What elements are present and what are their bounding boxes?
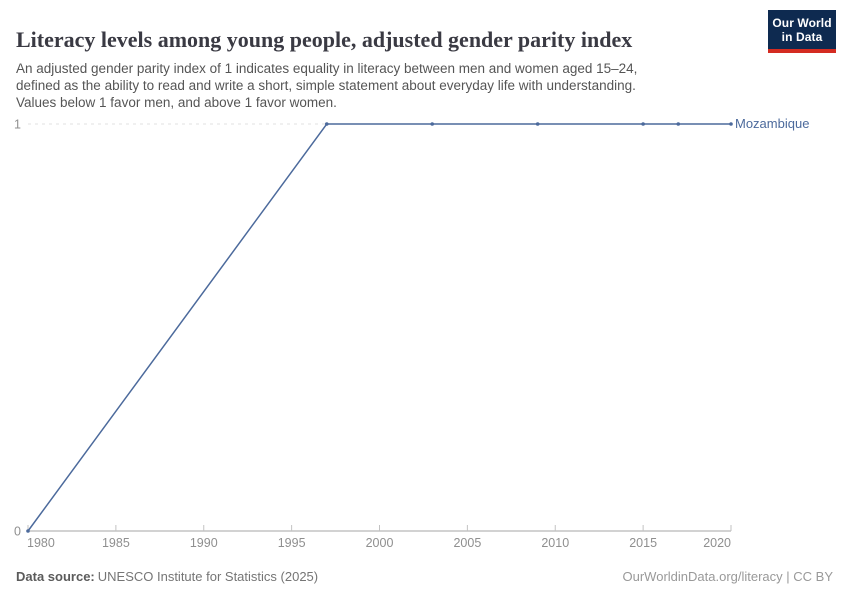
data-point (729, 122, 733, 126)
data-source-value: UNESCO Institute for Statistics (2025) (97, 569, 319, 584)
series-line-mozambique (27, 123, 731, 532)
data-point (641, 122, 645, 126)
x-tick-label: 2010 (541, 536, 569, 550)
attribution: OurWorldinData.org/literacy | CC BY (622, 569, 833, 584)
y-tick-label: 1 (14, 118, 21, 132)
x-tick-label: 2020 (703, 536, 731, 550)
data-point (26, 529, 30, 533)
x-tick-label: 2000 (366, 536, 394, 550)
chart-subtitle: An adjusted gender parity index of 1 ind… (16, 60, 638, 110)
data-source: Data source: UNESCO Institute for Statist… (16, 569, 318, 584)
owid-logo-line2: in Data (781, 29, 823, 44)
data-source-label: Data source: (16, 569, 95, 584)
x-tick-label: 1995 (278, 536, 306, 550)
owid-logo-line1: Our World (772, 15, 832, 30)
x-tick-label: 1980 (27, 536, 55, 550)
data-point (430, 122, 435, 126)
x-tick-label: 1990 (190, 536, 218, 550)
entity-label: Mozambique (735, 116, 809, 131)
y-tick-label: 0 (14, 525, 21, 539)
x-tick-label: 2015 (629, 536, 657, 550)
x-tick-label: 1985 (102, 536, 130, 550)
chart-title: Literacy levels among young people, adju… (16, 26, 633, 52)
x-tick-label: 2005 (453, 536, 481, 550)
data-point (324, 122, 329, 126)
data-point (535, 122, 540, 126)
data-point (676, 122, 681, 126)
owid-logo: Our World in Data (768, 10, 836, 53)
